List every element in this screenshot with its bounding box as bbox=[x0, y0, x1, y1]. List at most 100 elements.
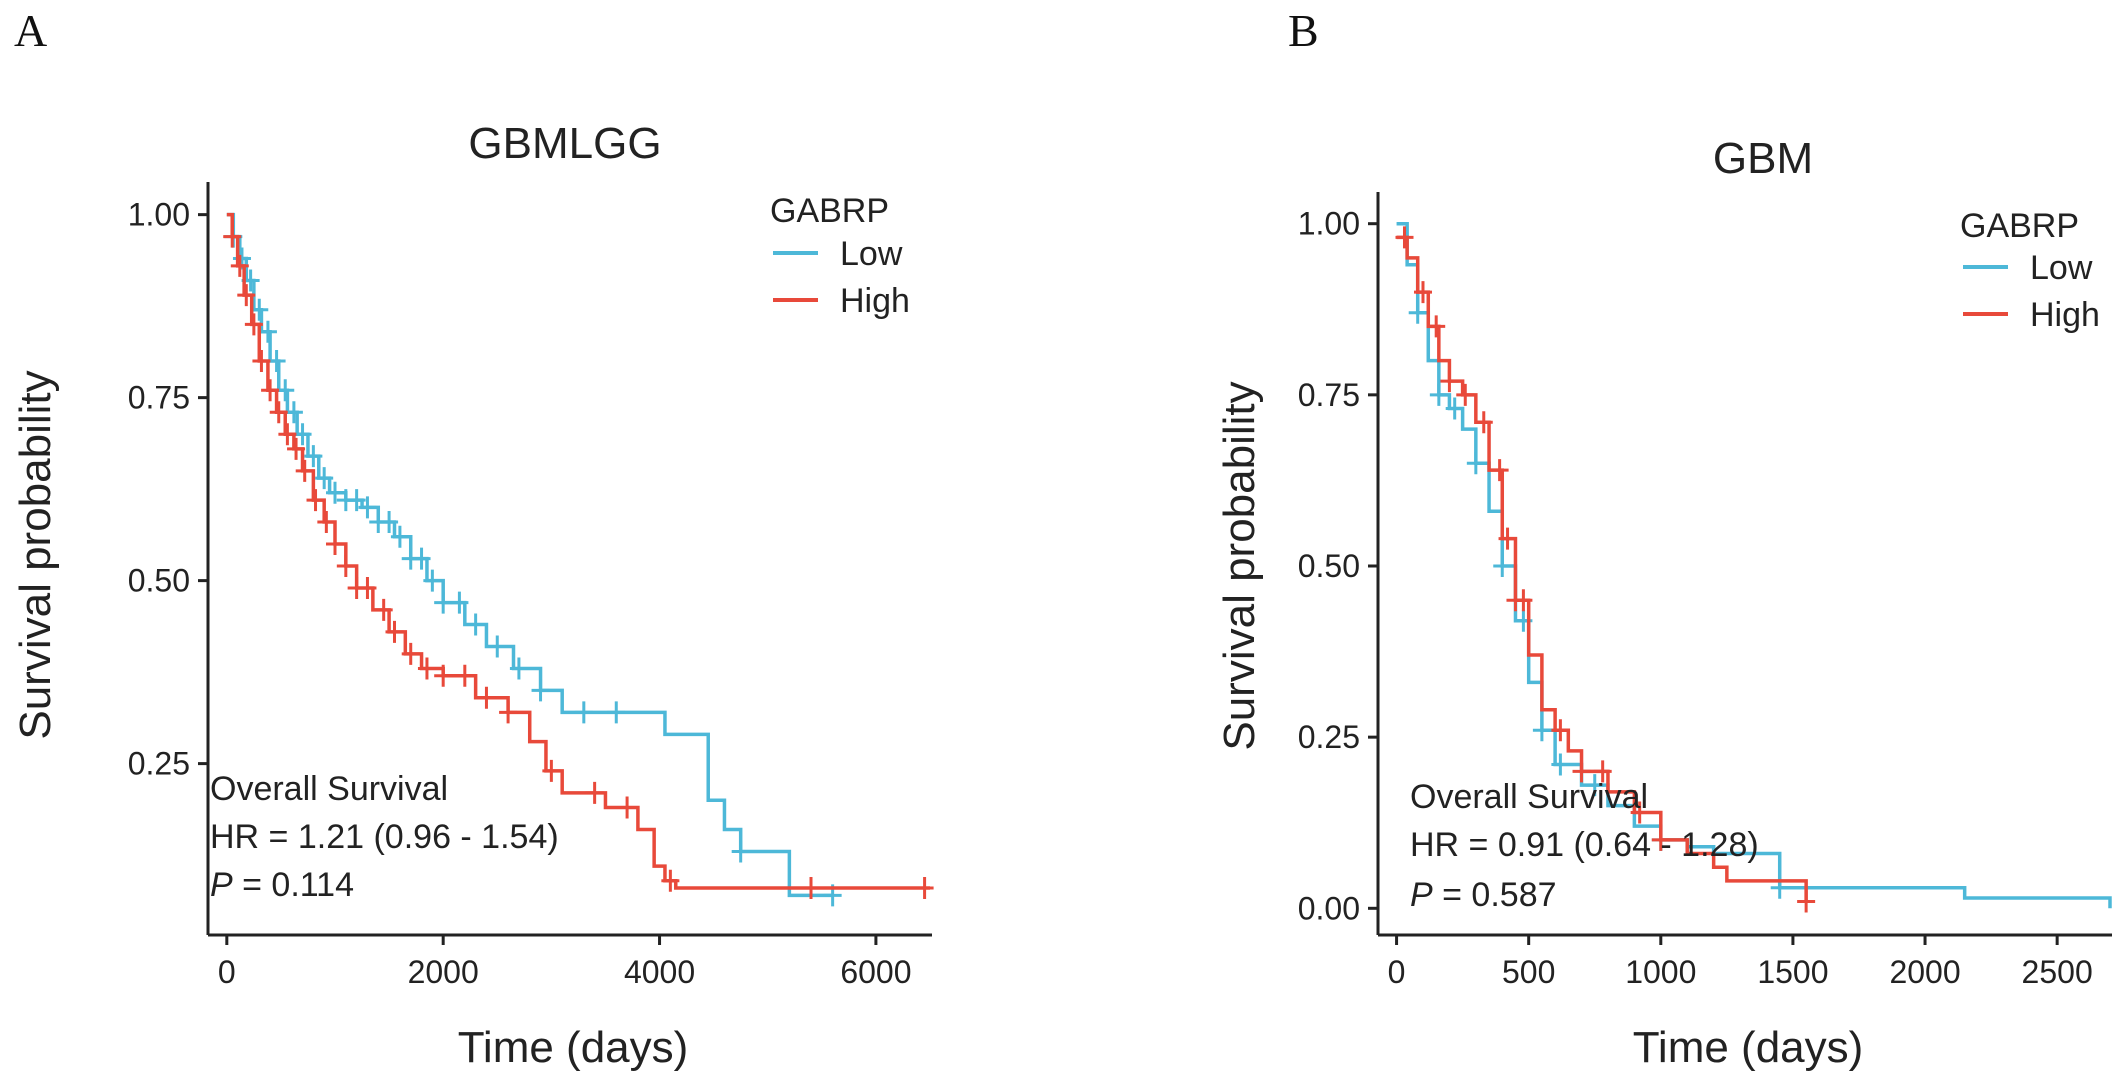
chart-title: GBMLGG bbox=[468, 119, 661, 168]
series-line-high bbox=[1396, 235, 1808, 902]
censor-mark-high bbox=[374, 598, 393, 621]
censor-mark-low bbox=[531, 679, 550, 702]
censor-mark-high bbox=[1474, 411, 1493, 434]
censor-mark-high bbox=[385, 620, 404, 643]
x-tick-label: 500 bbox=[1502, 954, 1555, 990]
annotation-p-value: P = 0.587 bbox=[1410, 876, 1557, 914]
censor-mark-high bbox=[252, 350, 271, 373]
censor-mark-high bbox=[336, 554, 355, 577]
censor-mark-low bbox=[293, 423, 312, 446]
y-axis-label: Survival probability bbox=[11, 370, 60, 739]
censor-mark-low bbox=[276, 379, 295, 402]
y-axis-label: Survival probability bbox=[1215, 381, 1264, 750]
censor-mark-low bbox=[1429, 383, 1448, 406]
chart-panel-b: GBM 0.00 0.25 0.50 0.75 1.00 0 500 1000 1500 2000 2… bbox=[1215, 134, 2112, 1072]
y-tick-label: 0.75 bbox=[1298, 377, 1360, 413]
x-tick-label: 1500 bbox=[1757, 954, 1828, 990]
censor-mark-high bbox=[1413, 281, 1432, 304]
censor-mark-low bbox=[423, 569, 442, 592]
censor-mark-low bbox=[258, 320, 277, 343]
censor-mark-high bbox=[358, 576, 377, 599]
censor-mark-high bbox=[278, 423, 297, 446]
censor-mark-high bbox=[244, 313, 263, 336]
censor-mark-low bbox=[466, 613, 485, 636]
censor-mark-low bbox=[450, 591, 469, 614]
censor-mark-low bbox=[358, 496, 377, 519]
censor-mark-high bbox=[1572, 760, 1591, 783]
censor-mark-high bbox=[1498, 527, 1517, 550]
censor-mark-high bbox=[585, 781, 604, 804]
censor-mark-high bbox=[1551, 719, 1570, 742]
x-tick-label: 0 bbox=[218, 954, 236, 990]
censor-mark-high bbox=[401, 642, 420, 665]
censor-mark-low bbox=[1551, 753, 1570, 776]
legend-label-low: Low bbox=[840, 235, 903, 273]
censor-mark-low bbox=[347, 489, 366, 512]
censor-mark-high bbox=[326, 533, 344, 556]
censor-mark-low bbox=[1408, 301, 1427, 324]
censor-mark-high bbox=[618, 796, 637, 819]
censor-mark-high bbox=[1490, 459, 1509, 482]
censor-mark-high bbox=[1514, 589, 1533, 612]
p-symbol: P bbox=[1410, 876, 1433, 914]
censor-mark-high bbox=[802, 877, 820, 900]
censor-mark-low bbox=[509, 657, 528, 680]
y-tick-label: 0.50 bbox=[128, 563, 190, 599]
x-tick-label: 2000 bbox=[408, 954, 479, 990]
censor-mark-high bbox=[261, 379, 280, 402]
censor-mark-high bbox=[434, 664, 453, 687]
censor-mark-high bbox=[1630, 801, 1649, 824]
annotation-hr: HR = 0.91 (0.64 - 1.28) bbox=[1410, 826, 1759, 864]
panel-b-letter: B bbox=[1288, 5, 1319, 56]
censor-mark-low bbox=[390, 525, 409, 548]
x-axis-label: Time (days) bbox=[458, 1023, 689, 1072]
x-tick-label: 6000 bbox=[840, 954, 911, 990]
x-tick-label: 4000 bbox=[624, 954, 695, 990]
legend-label-high: High bbox=[2030, 296, 2100, 334]
censor-mark-high bbox=[542, 759, 561, 782]
legend-label-high: High bbox=[840, 282, 910, 320]
censor-mark-high bbox=[230, 254, 249, 277]
censor-mark-high bbox=[1456, 383, 1475, 406]
legend-title: GABRP bbox=[770, 192, 889, 230]
censor-mark-high bbox=[1593, 760, 1612, 783]
p-number: = 0.114 bbox=[233, 866, 354, 904]
censor-mark-high bbox=[306, 489, 325, 512]
panel-a-letter: A bbox=[14, 5, 48, 56]
censor-mark-high bbox=[915, 877, 934, 900]
x-tick-label: 2500 bbox=[2022, 954, 2093, 990]
censor-mark-low bbox=[315, 467, 334, 490]
y-tick-label: 1.00 bbox=[128, 197, 190, 233]
censor-mark-high bbox=[1651, 828, 1670, 851]
censor-mark-high bbox=[317, 511, 336, 534]
censor-mark-low bbox=[1585, 774, 1604, 797]
censor-mark-high bbox=[287, 437, 306, 460]
annotation-hr: HR = 1.21 (0.96 - 1.54) bbox=[210, 818, 559, 856]
censor-mark-low bbox=[1532, 719, 1551, 742]
annotation-p-value: P = 0.114 bbox=[210, 866, 354, 904]
censor-mark-high bbox=[223, 225, 242, 248]
x-axis-label: Time (days) bbox=[1633, 1023, 1864, 1072]
p-number: = 0.587 bbox=[1433, 876, 1557, 914]
censor-mark-high bbox=[499, 701, 518, 724]
censor-mark-low bbox=[488, 635, 507, 658]
x-tick-label: 2000 bbox=[1889, 954, 1960, 990]
censor-mark-low bbox=[1466, 452, 1485, 475]
legend-label-low: Low bbox=[2030, 249, 2093, 287]
censor-mark-high bbox=[1427, 315, 1446, 338]
censor-mark-low bbox=[267, 350, 286, 373]
y-tick-label: 0.00 bbox=[1298, 890, 1360, 926]
y-tick-label: 0.25 bbox=[1298, 719, 1360, 755]
censor-mark-high bbox=[269, 401, 288, 424]
x-tick-label: 0 bbox=[1388, 954, 1406, 990]
censor-mark-high bbox=[661, 869, 680, 892]
censor-mark-low bbox=[326, 481, 344, 504]
chart-panel-a: GBMLGG 0.25 0.50 0.75 1.00 0 2000 4000 6000 Time … bbox=[11, 119, 934, 1072]
y-tick-label: 0.50 bbox=[1298, 548, 1360, 584]
legend-title: GABRP bbox=[1960, 207, 2079, 245]
censor-mark-low bbox=[607, 701, 626, 724]
censor-mark-high bbox=[295, 459, 314, 482]
y-tick-label: 0.25 bbox=[128, 746, 190, 782]
censor-mark-low bbox=[574, 701, 593, 724]
censor-mark-high bbox=[1395, 226, 1414, 249]
